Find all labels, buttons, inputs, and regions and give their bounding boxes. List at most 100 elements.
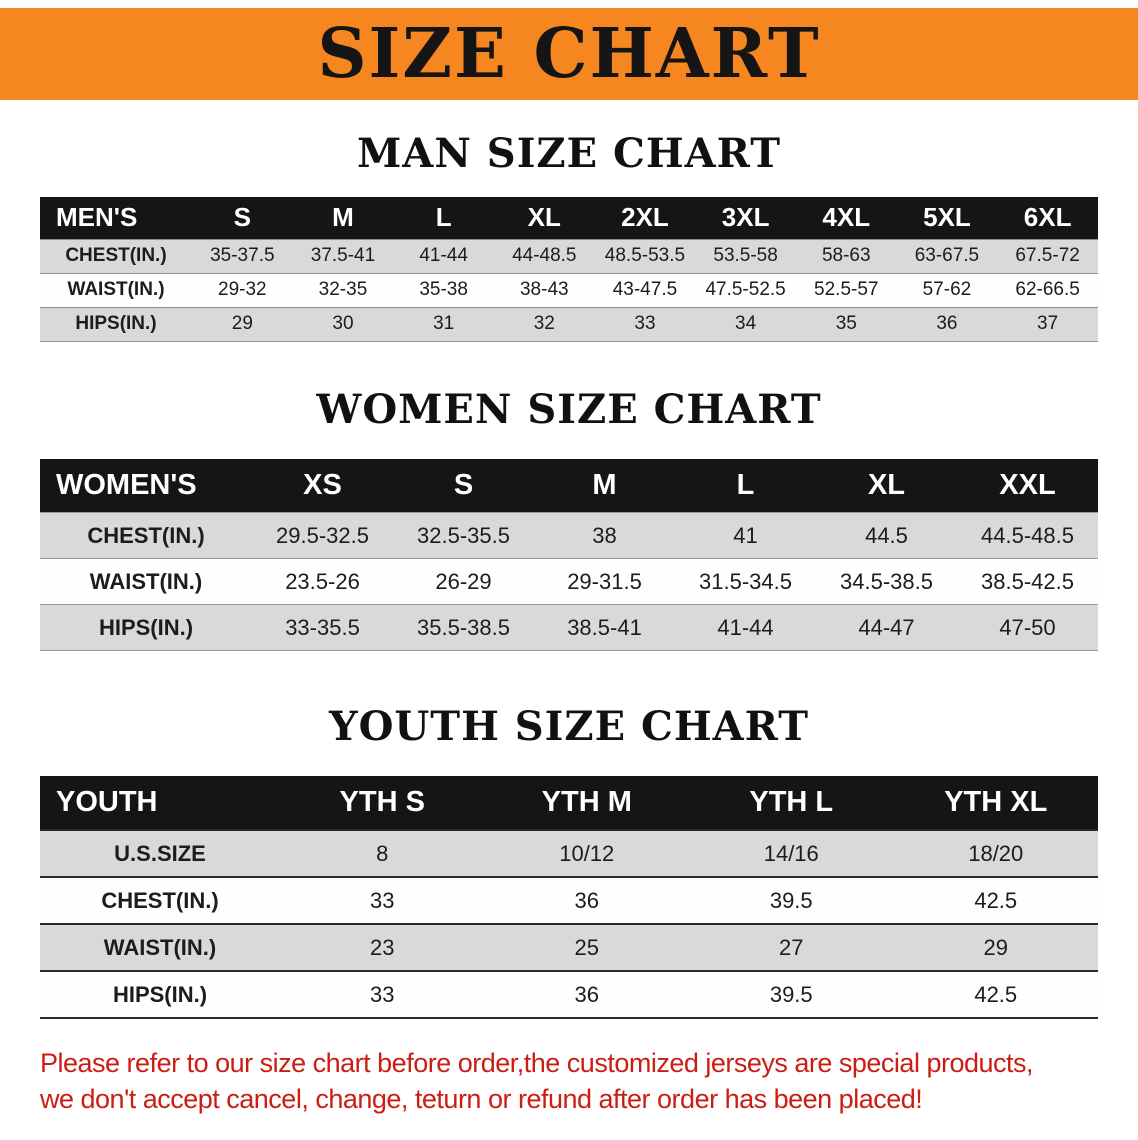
measurement-value-cell: 29-32 xyxy=(192,272,293,307)
measurement-value-cell: 33 xyxy=(280,876,485,924)
measurement-value-cell: 29 xyxy=(893,923,1098,971)
disclaimer: Please refer to our size chart before or… xyxy=(40,1045,1138,1117)
size-chart-title: SIZE CHART xyxy=(317,14,821,94)
measurement-value-cell: 37.5-41 xyxy=(292,238,394,273)
size-column-header: YTH M xyxy=(484,776,689,830)
measurement-row: HIPS(IN.) 33-35.5 35.5-38.5 38.5-41 41-44 44-… xyxy=(40,604,1098,651)
measurement-value-cell: 37 xyxy=(997,306,1098,341)
women-size-table: WOMEN'S XS S M L XL XXL CHEST(IN.) 29.5-32.5 32.5… xyxy=(40,458,1098,651)
measurement-value-cell: 63-67.5 xyxy=(896,238,998,273)
size-column-header: L xyxy=(393,197,494,239)
size-column-header: XL xyxy=(816,458,957,513)
measurement-label-cell: HIPS(IN.) xyxy=(40,970,280,1018)
measurement-row: U.S.SIZE 8 10/12 14/16 18/20 xyxy=(40,829,1098,877)
disclaimer-line-2: we don't accept cancel, change, teturn o… xyxy=(40,1084,923,1114)
measurement-value-cell: 58-63 xyxy=(795,238,897,273)
man-size-section: MAN SIZE CHART MEN'S S M L XL 2XL 3XL 4XL 5XL 6XL… xyxy=(0,130,1138,342)
table-header-row: WOMEN'S XS S M L XL XXL xyxy=(40,458,1098,513)
size-column-header: YTH XL xyxy=(893,776,1098,830)
measurement-value-cell: 53.5-58 xyxy=(695,238,796,273)
disclaimer-line-1: Please refer to our size chart before or… xyxy=(40,1048,1034,1078)
measurement-value-cell: 41-44 xyxy=(393,238,494,273)
measurement-value-cell: 44-47 xyxy=(816,604,957,651)
size-column-header: 3XL xyxy=(695,197,796,239)
women-size-chart-heading: WOMEN SIZE CHART xyxy=(316,385,822,433)
table-header-row: YOUTH YTH S YTH M YTH L YTH XL xyxy=(40,776,1098,830)
measurement-value-cell: 30 xyxy=(292,306,394,341)
measurement-value-cell: 67.5-72 xyxy=(997,238,1098,273)
measurement-value-cell: 48.5-53.5 xyxy=(594,238,696,273)
measurement-value-cell: 36 xyxy=(896,306,998,341)
youth-size-section: YOUTH SIZE CHART YOUTH YTH S YTH M YTH L YTH… xyxy=(0,703,1138,1019)
measurement-value-cell: 26-29 xyxy=(393,558,534,605)
measurement-value-cell: 47.5-52.5 xyxy=(695,272,796,307)
size-column-header: M xyxy=(292,197,394,239)
men-size-table: MEN'S S M L XL 2XL 3XL 4XL 5XL 6XL CHEST(IN.) 35-37… xyxy=(40,197,1098,342)
measurement-value-cell: 18/20 xyxy=(893,829,1098,877)
measurement-value-cell: 52.5-57 xyxy=(795,272,897,307)
size-column-header: XXL xyxy=(957,458,1098,513)
measurement-value-cell: 29-31.5 xyxy=(534,558,675,605)
measurement-value-cell: 44-48.5 xyxy=(493,238,595,273)
measurement-value-cell: 29 xyxy=(192,306,293,341)
size-column-header: S xyxy=(192,197,293,239)
measurement-value-cell: 39.5 xyxy=(689,970,894,1018)
measurement-value-cell: 44.5 xyxy=(816,512,957,559)
measurement-value-cell: 32-35 xyxy=(292,272,394,307)
size-column-header: XS xyxy=(252,458,393,513)
measurement-value-cell: 38-43 xyxy=(493,272,595,307)
measurement-value-cell: 8 xyxy=(280,829,485,877)
measurement-value-cell: 34 xyxy=(695,306,796,341)
size-column-header: 6XL xyxy=(997,197,1098,239)
measurement-value-cell: 35 xyxy=(795,306,897,341)
size-column-header: L xyxy=(675,458,816,513)
measurement-value-cell: 29.5-32.5 xyxy=(252,512,393,559)
size-chart-page: SIZE CHART MAN SIZE CHART MEN'S S M L XL 2XL 3… xyxy=(0,8,1138,1117)
measurement-label-cell: CHEST(IN.) xyxy=(40,876,280,924)
measurement-value-cell: 31.5-34.5 xyxy=(675,558,816,605)
measurement-row: WAIST(IN.) 23.5-26 26-29 29-31.5 31.5-34.5 34… xyxy=(40,558,1098,605)
measurement-value-cell: 35-37.5 xyxy=(192,238,293,273)
women-size-section: WOMEN SIZE CHART WOMEN'S XS S M L XL XXL CHEST(… xyxy=(0,385,1138,651)
measurement-value-cell: 62-66.5 xyxy=(997,272,1098,307)
measurement-value-cell: 14/16 xyxy=(689,829,894,877)
measurement-label-cell: HIPS(IN.) xyxy=(40,604,252,651)
measurement-value-cell: 41 xyxy=(675,512,816,559)
size-column-header: YTH L xyxy=(689,776,894,830)
size-column-header: XL xyxy=(493,197,595,239)
measurement-label-cell: WAIST(IN.) xyxy=(40,923,280,971)
measurement-value-cell: 25 xyxy=(484,923,689,971)
measurement-label-cell: WAIST(IN.) xyxy=(40,272,192,307)
measurement-value-cell: 33 xyxy=(280,970,485,1018)
measurement-value-cell: 27 xyxy=(689,923,894,971)
measurement-label-cell: U.S.SIZE xyxy=(40,829,280,877)
measurement-row: HIPS(IN.) 33 36 39.5 42.5 xyxy=(40,970,1098,1018)
size-chart-banner: SIZE CHART xyxy=(0,8,1138,100)
size-column-header: 2XL xyxy=(594,197,696,239)
man-size-chart-heading: MAN SIZE CHART xyxy=(357,130,781,177)
youth-size-table: YOUTH YTH S YTH M YTH L YTH XL U.S.SIZE 8 10/12… xyxy=(40,776,1098,1019)
table-corner-label: WOMEN'S xyxy=(40,458,252,513)
measurement-row: CHEST(IN.) 33 36 39.5 42.5 xyxy=(40,876,1098,924)
measurement-row: HIPS(IN.) 29 30 31 32 33 34 35 36 37 xyxy=(40,306,1098,341)
measurement-value-cell: 31 xyxy=(393,306,494,341)
measurement-value-cell: 47-50 xyxy=(957,604,1098,651)
measurement-value-cell: 23 xyxy=(280,923,485,971)
measurement-value-cell: 34.5-38.5 xyxy=(816,558,957,605)
measurement-value-cell: 32.5-35.5 xyxy=(393,512,534,559)
measurement-row: CHEST(IN.) 29.5-32.5 32.5-35.5 38 41 44.5 44.5… xyxy=(40,512,1098,559)
size-column-header: YTH S xyxy=(280,776,485,830)
measurement-value-cell: 36 xyxy=(484,970,689,1018)
measurement-value-cell: 43-47.5 xyxy=(594,272,696,307)
measurement-label-cell: CHEST(IN.) xyxy=(40,512,252,559)
measurement-value-cell: 35.5-38.5 xyxy=(393,604,534,651)
measurement-value-cell: 32 xyxy=(493,306,595,341)
measurement-value-cell: 38.5-42.5 xyxy=(957,558,1098,605)
measurement-label-cell: CHEST(IN.) xyxy=(40,238,192,273)
measurement-value-cell: 57-62 xyxy=(896,272,998,307)
measurement-value-cell: 42.5 xyxy=(893,876,1098,924)
measurement-value-cell: 33 xyxy=(594,306,696,341)
measurement-row: WAIST(IN.) 23 25 27 29 xyxy=(40,923,1098,971)
measurement-value-cell: 42.5 xyxy=(893,970,1098,1018)
measurement-value-cell: 10/12 xyxy=(484,829,689,877)
